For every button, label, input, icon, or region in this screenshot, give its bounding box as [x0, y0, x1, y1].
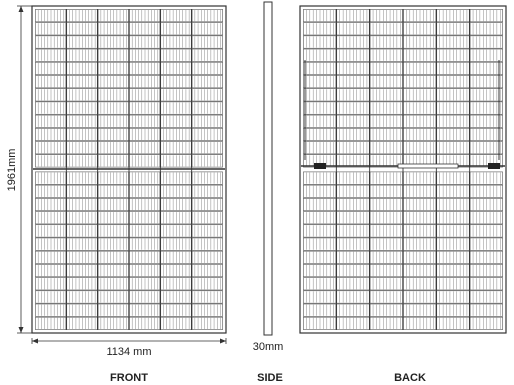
junction-box-left [314, 163, 326, 169]
width-dimension: 1134 mm [31, 338, 227, 358]
side-view: 30mm [253, 1, 284, 353]
arrow-left-icon [32, 338, 38, 344]
side-panel-outline [263, 1, 273, 336]
front-view-label: FRONT [110, 372, 148, 384]
back-cell-grid [303, 9, 503, 330]
arrow-up-icon [18, 6, 24, 12]
thickness-label: 30mm [253, 341, 284, 353]
front-cell-grid [35, 9, 223, 330]
junction-box-center [397, 163, 459, 169]
side-view-label: SIDE [257, 372, 283, 384]
back-view [299, 5, 507, 334]
height-label: 1961mm [6, 149, 18, 192]
height-dimension: 1961mm [6, 5, 32, 334]
front-view [31, 5, 227, 334]
junction-box-right [488, 163, 500, 169]
width-label: 1134 mm [106, 346, 151, 358]
back-view-label: BACK [394, 372, 426, 384]
arrow-down-icon [18, 327, 24, 333]
arrow-right-icon [220, 338, 226, 344]
